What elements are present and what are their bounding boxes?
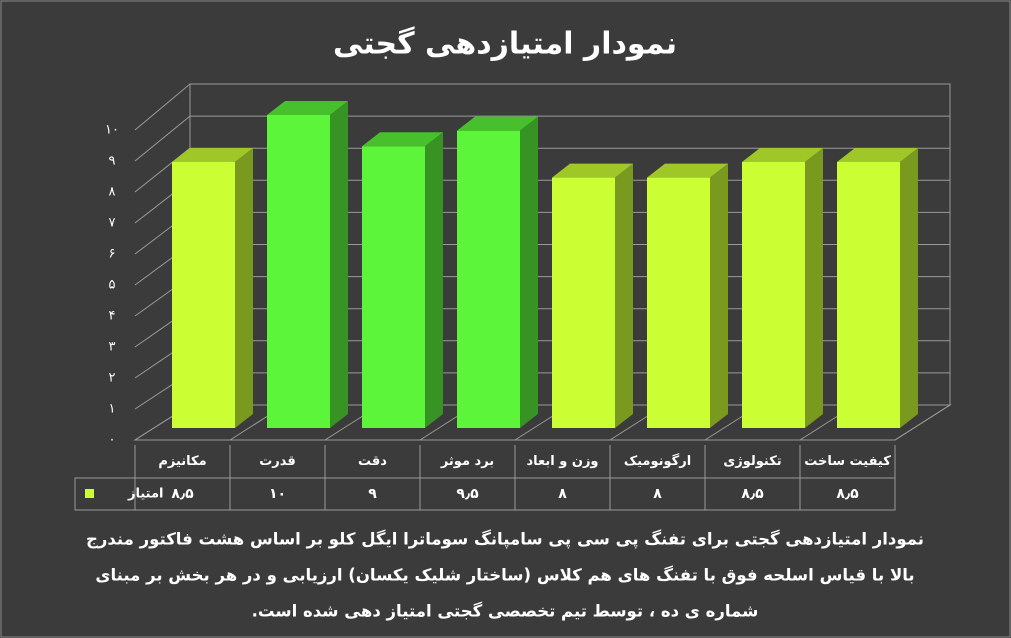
bar — [742, 161, 805, 428]
table-value: ۸٫۵ — [836, 486, 859, 502]
grid-line — [134, 83, 191, 131]
table-value: ۹ — [368, 486, 377, 502]
y-tick-label: ۳ — [109, 340, 116, 355]
x-tick-label: تکنولوژی — [723, 454, 781, 469]
y-tick-label: ۸ — [109, 185, 116, 200]
x-tick-label: ارگونومیک — [624, 453, 691, 469]
legend-label: امتیاز — [127, 487, 163, 502]
bar-top — [837, 147, 918, 162]
caption-line: نمودار امتیازدهی گجتی برای تفنگ پی سی پی… — [86, 529, 924, 550]
bar-top — [362, 132, 443, 147]
bar-top — [457, 116, 538, 131]
y-tick-label: ۱۰ — [105, 123, 119, 138]
table-value: ۸ — [653, 486, 662, 502]
y-tick-label: ۹ — [109, 154, 116, 169]
bar-side — [710, 163, 728, 428]
chart-title: نمودار امتیازدهی گجتی — [333, 26, 677, 62]
table-value: ۹٫۵ — [456, 486, 479, 502]
bar — [552, 177, 615, 428]
bar-top — [172, 147, 253, 162]
bar — [837, 161, 900, 428]
bar-side — [615, 163, 633, 428]
bar — [647, 177, 710, 428]
bar — [172, 161, 235, 428]
caption-line: بالا با قیاس اسلحه فوق با تفنگ های هم کل… — [95, 565, 914, 586]
bar-side — [520, 116, 538, 429]
y-tick-label: ۴ — [109, 309, 116, 324]
x-tick-label: دقت — [358, 454, 387, 469]
y-tick-label: ۲ — [109, 371, 116, 386]
y-tick-label: ۶ — [109, 247, 116, 262]
table-value: ۱۰ — [269, 486, 286, 502]
grid-line — [134, 115, 191, 162]
y-tick-label: ۷ — [109, 216, 116, 231]
x-tick-label: مکانیزم — [158, 454, 206, 469]
y-tick-label: ۵ — [109, 278, 116, 293]
bar-side — [900, 147, 918, 428]
bar-top — [647, 163, 728, 178]
bar-side — [235, 147, 253, 428]
y-tick-label: ۱ — [109, 402, 116, 417]
bar — [267, 115, 330, 428]
bar — [457, 130, 520, 428]
floor-divider — [894, 404, 951, 441]
table-value: ۸ — [558, 486, 567, 502]
table-value: ۸٫۵ — [171, 486, 194, 502]
bar-top — [742, 147, 823, 162]
bar-side — [330, 101, 348, 428]
x-tick-label: قدرت — [259, 454, 296, 469]
bar — [362, 146, 425, 429]
legend-key — [85, 489, 94, 498]
bar-top — [267, 101, 348, 115]
x-tick-label: کیفیت ساخت — [804, 454, 891, 469]
y-tick-label: ۰ — [109, 433, 116, 448]
bar-side — [805, 147, 823, 428]
x-tick-label: برد موثر — [440, 454, 494, 469]
x-tick-label: وزن و ابعاد — [526, 454, 598, 469]
bar-side — [425, 132, 443, 429]
bar-top — [552, 163, 633, 178]
caption-line: شماره ی ده ، توسط تیم تخصصی گجتی امتیاز … — [252, 601, 759, 622]
table-value: ۸٫۵ — [741, 486, 764, 502]
